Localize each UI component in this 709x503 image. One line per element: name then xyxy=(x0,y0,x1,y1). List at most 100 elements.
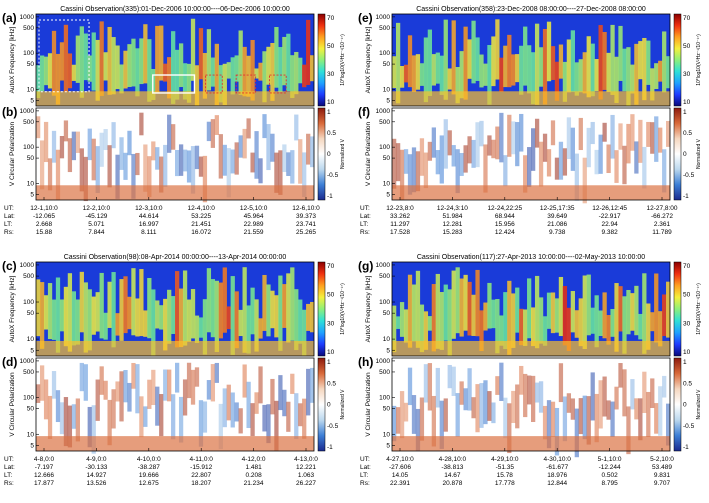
ephem-value: 2.361 xyxy=(654,221,671,228)
polarization-stripe xyxy=(47,395,53,439)
polarization-stripe xyxy=(570,398,575,420)
polarization-stripe xyxy=(602,376,607,417)
polarization-stripe xyxy=(392,405,397,442)
ephem-value: 22.391 xyxy=(390,480,410,487)
polarization-stripe xyxy=(546,149,552,177)
ephem-value: 68.944 xyxy=(495,213,515,220)
spectral-stripe xyxy=(214,280,219,353)
colorbar-tick-label: -0.5 xyxy=(327,172,339,179)
polarization-stripe xyxy=(662,375,667,398)
ephem-value: 9.707 xyxy=(654,480,671,487)
spectral-stripe xyxy=(658,60,663,82)
spectral-stripe xyxy=(590,307,595,334)
polarization-stripe xyxy=(171,124,176,150)
polarization-stripe xyxy=(99,366,104,395)
spectral-stripe xyxy=(178,288,184,348)
ephem-value: 12.675 xyxy=(139,480,159,487)
colorbar-tick-label: 0.5 xyxy=(683,380,692,387)
polarization-stripe xyxy=(495,376,500,395)
polarization-stripe xyxy=(270,378,275,415)
y-axis-label: V Circular Polarization xyxy=(9,121,16,186)
ephem-value: 21.559 xyxy=(244,229,264,236)
polarization-stripe xyxy=(503,397,508,439)
polarization-stripe xyxy=(302,152,307,198)
spectral-stripe xyxy=(83,282,88,353)
polarization-stripe xyxy=(531,128,536,171)
spectral-stripe xyxy=(127,44,132,87)
y-tick-label: 10 xyxy=(27,86,35,93)
ephem-value: -61.677 xyxy=(546,464,568,471)
x-tick-label: 5-2,10:0 xyxy=(650,456,674,463)
spectral-stripe xyxy=(538,297,544,344)
y-tick-label: 50 xyxy=(383,61,391,68)
spectral-stripe xyxy=(167,289,172,344)
spectral-stripe xyxy=(582,52,587,94)
polarization-stripe xyxy=(167,369,172,402)
x-tick-label: 4-11,0:0 xyxy=(190,456,214,463)
spectral-stripe xyxy=(550,292,556,334)
colorbar-label: Normalized V xyxy=(340,389,346,420)
ephem-row-label: Rs: xyxy=(360,229,370,236)
spectral-stripe xyxy=(411,284,417,342)
axes-frame xyxy=(35,13,315,107)
spectral-stripe xyxy=(266,46,271,85)
polarization-stripe xyxy=(411,395,417,434)
ephem-value: -51.35 xyxy=(496,464,515,471)
polarization-stripe xyxy=(226,384,231,421)
spectral-stripe xyxy=(427,316,433,331)
colorbar-label: Normalized V xyxy=(696,138,702,169)
colorbar-tick-label: -1 xyxy=(327,444,333,451)
polarization-stripe xyxy=(606,400,611,420)
colorbar-tick-label: 1 xyxy=(683,109,687,116)
colorbar-tick-label: -1 xyxy=(683,193,689,200)
polarization-stripe xyxy=(626,123,631,164)
ephem-row-label: Lat: xyxy=(360,464,371,471)
spectral-stripe xyxy=(467,281,472,336)
spectral-stripe xyxy=(250,39,255,101)
polarization-stripe xyxy=(495,126,500,160)
spectral-stripe xyxy=(171,31,176,104)
polarization-stripe xyxy=(119,137,124,170)
axes-frame xyxy=(391,13,671,107)
colorbar-tick-label: -0.5 xyxy=(327,423,339,430)
spectral-stripe xyxy=(175,271,180,348)
polarization-stripe xyxy=(310,136,315,168)
polarization-stripe xyxy=(423,152,429,189)
spectral-stripe xyxy=(55,277,61,353)
spectral-stripe xyxy=(107,281,112,328)
polarization-stripe xyxy=(294,393,299,439)
spectral-stripe xyxy=(115,45,120,90)
spectral-stripe xyxy=(570,291,575,333)
polarization-stripe xyxy=(451,366,456,396)
x-tick-label: 12-27,8:00 xyxy=(646,205,677,212)
colorbar-tick-label: -0.5 xyxy=(683,172,695,179)
ephem-value: 5.071 xyxy=(88,221,105,228)
polarization-stripe xyxy=(598,134,603,174)
spectral-stripe xyxy=(554,298,560,333)
colorbar-label: 10*log10(V²Hz⁻¹/10⁻¹⁷) xyxy=(696,34,702,86)
polarization-stripe xyxy=(178,144,184,176)
ephem-value: 22.807 xyxy=(191,472,211,479)
spectral-stripe xyxy=(467,39,472,79)
low-frequency-band xyxy=(36,91,314,106)
spectral-stripe xyxy=(531,307,536,347)
polarization-stripe xyxy=(499,362,504,402)
spectral-stripe xyxy=(415,54,421,90)
spectral-stripe xyxy=(266,284,271,337)
spectral-stripe xyxy=(558,276,564,337)
polarization-stripe xyxy=(194,367,200,387)
ephem-value: -38.813 xyxy=(441,464,463,471)
spectral-stripe xyxy=(495,19,500,80)
polarization-stripe xyxy=(67,138,73,173)
polarization-stripe xyxy=(206,380,212,400)
y-tick-label: 100 xyxy=(23,395,34,402)
ephem-value: 13.526 xyxy=(86,480,106,487)
dashed-region-box xyxy=(205,74,223,94)
polarization-stripe xyxy=(558,141,564,180)
polarization-stripe xyxy=(483,144,488,193)
polarization-stripe xyxy=(246,118,251,139)
polarization-stripe xyxy=(91,405,96,454)
polarization-stripe xyxy=(230,392,235,428)
spectral-stripe xyxy=(151,289,156,356)
polarization-stripe xyxy=(491,402,496,424)
